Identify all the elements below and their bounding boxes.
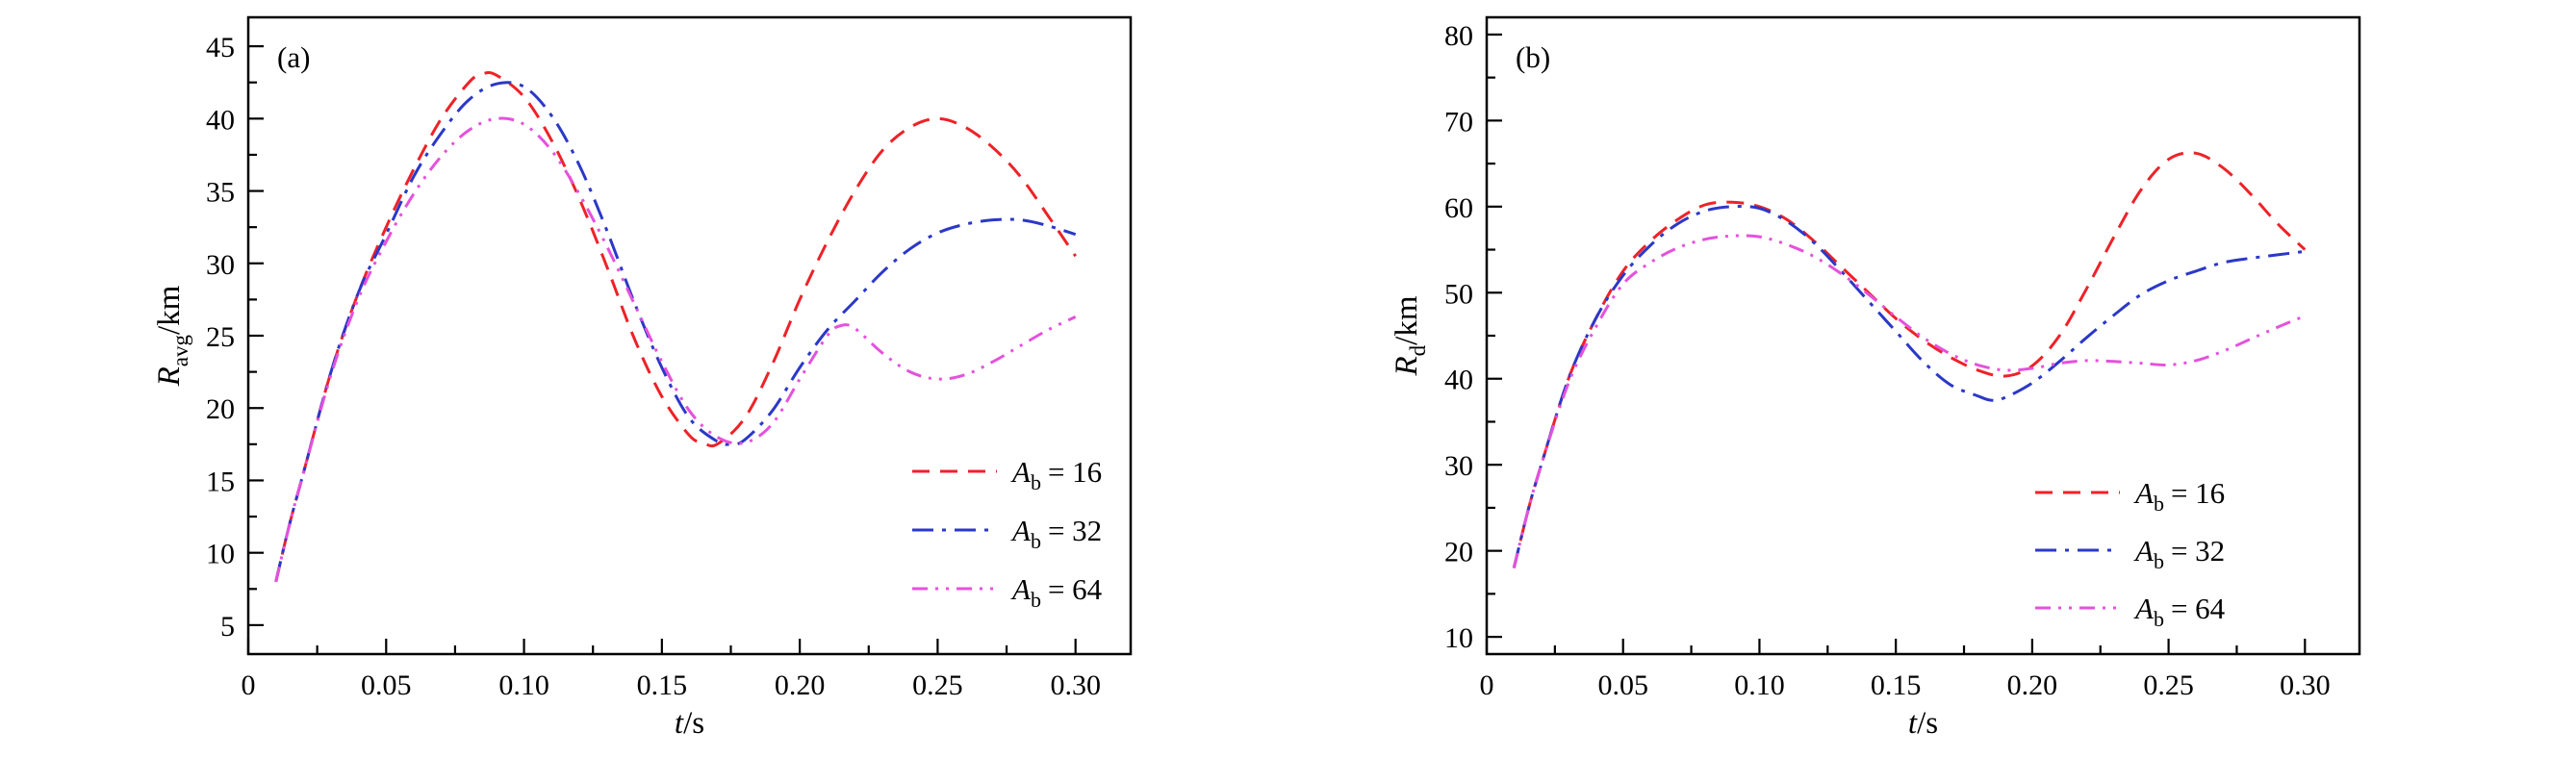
legend-label-1: Ab = 32	[1010, 514, 1102, 553]
legend-subscript: b	[2154, 549, 2164, 573]
y-tick-label: 60	[1444, 192, 1473, 224]
y-tick-label: 20	[206, 393, 235, 425]
y-tick-label: 30	[206, 249, 235, 281]
legend-label-0: Ab = 16	[1010, 455, 1102, 494]
y-tick-label: 80	[1444, 20, 1473, 52]
y-axis-variable: R	[1390, 356, 1424, 376]
legend-label-2: Ab = 64	[1010, 572, 1103, 612]
series-line-2	[274, 116, 1077, 583]
x-tick-label: 0.20	[2007, 669, 2058, 701]
x-tick-label: 0.15	[1871, 669, 1922, 701]
x-tick-label: 0.15	[637, 669, 688, 701]
series-curves	[274, 70, 1077, 583]
x-tick-label: 0.25	[2143, 669, 2194, 701]
y-tick-label: 5	[220, 611, 235, 643]
y-axis-label: Rd/km	[1390, 295, 1430, 376]
series-line-1	[1512, 205, 2306, 568]
legend-variable: A	[1010, 455, 1032, 489]
legend-label-1: Ab = 32	[2133, 534, 2225, 573]
x-tick-label: 0.10	[498, 669, 549, 701]
legend-item-2: Ab = 64	[912, 572, 1103, 612]
series-line-2	[1512, 234, 2306, 568]
y-axis-subscript: avg	[168, 334, 192, 366]
y-axis-unit: /km	[1390, 295, 1424, 345]
legend-subscript: b	[1031, 588, 1041, 612]
x-tick-label: 0	[1480, 669, 1494, 701]
legend-variable: A	[1010, 514, 1032, 547]
legend-item-2: Ab = 64	[2035, 592, 2226, 631]
y-tick-label: 35	[206, 177, 235, 209]
legend-item-1: Ab = 32	[2035, 534, 2225, 573]
y-tick-label: 45	[206, 32, 235, 63]
legend-item-0: Ab = 16	[912, 455, 1102, 494]
y-tick-label: 70	[1444, 106, 1473, 138]
x-axis-label: t/s	[1908, 706, 1938, 741]
legend-subscript: b	[1031, 470, 1041, 494]
series-line-0	[274, 70, 1077, 583]
legend-item-0: Ab = 16	[2035, 476, 2225, 516]
y-axis-subscript: d	[1406, 344, 1430, 356]
x-tick-label: 0.30	[2280, 669, 2331, 701]
axis-ticks	[246, 44, 1077, 654]
y-tick-label: 20	[1444, 537, 1473, 568]
x-tick-label: 0.10	[1734, 669, 1785, 701]
legend-value: = 16	[1048, 455, 1102, 489]
y-axis-variable: R	[152, 366, 187, 387]
y-tick-label: 40	[1444, 365, 1473, 396]
legend-value: = 64	[2171, 592, 2226, 625]
y-tick-label: 15	[206, 466, 235, 497]
y-axis-unit: /km	[152, 285, 187, 335]
x-axis-unit: /s	[1917, 706, 1938, 741]
y-tick-label: 10	[1444, 622, 1473, 654]
plot-box	[1485, 15, 2361, 656]
legend-variable: A	[2133, 476, 2155, 510]
legend-value: = 64	[1048, 572, 1103, 606]
x-axis-label: t/s	[675, 706, 704, 741]
x-axis-variable: t	[675, 706, 684, 741]
x-tick-label: 0.30	[1050, 669, 1101, 701]
legend-subscript: b	[1031, 529, 1041, 553]
legend-item-1: Ab = 32	[912, 514, 1102, 553]
x-axis-unit: /s	[683, 706, 704, 741]
y-tick-label: 50	[1444, 278, 1473, 310]
chart-panel-b: 0 0.05 0.10 0.15 0.20 0.25 0.30 10 20 30 40 50 60 70 8…	[1251, 0, 2502, 757]
x-tick-label: 0	[242, 669, 256, 701]
y-axis-label: Ravg/km	[152, 285, 192, 387]
x-axis-variable: t	[1908, 706, 1918, 741]
chart-svg: 0 0.05 0.10 0.15 0.20 0.25 0.30 10 20 30 40 50 60 70 8…	[1390, 15, 2361, 741]
y-tick-label: 30	[1444, 450, 1473, 482]
legend-variable: A	[2133, 592, 2155, 625]
chart-svg: 0 0.05 0.10 0.15 0.20 0.25 0.30 5 10 15 20 25 30 35 40…	[152, 15, 1133, 741]
x-tick-label: 0.05	[361, 669, 412, 701]
legend-value: = 16	[2171, 476, 2225, 510]
legend: Ab = 16 Ab = 32 Ab = 64	[2035, 476, 2226, 631]
legend-label-0: Ab = 16	[2133, 476, 2225, 516]
y-tick-label: 25	[206, 321, 235, 353]
legend-subscript: b	[2154, 607, 2164, 631]
legend-value: = 32	[2171, 534, 2225, 568]
legend-value: = 32	[1048, 514, 1102, 547]
legend-subscript: b	[2154, 492, 2164, 516]
panel-label: (b)	[1516, 40, 1550, 74]
plot-box	[246, 15, 1133, 656]
legend-variable: A	[2133, 534, 2155, 568]
x-tick-label: 0.20	[775, 669, 826, 701]
series-line-0	[1512, 151, 2307, 568]
x-tick-label: 0.05	[1597, 669, 1648, 701]
legend-label-2: Ab = 64	[2133, 592, 2226, 631]
series-line-1	[274, 81, 1077, 583]
y-tick-label: 10	[206, 539, 235, 570]
axis-ticks	[1485, 33, 2307, 654]
x-tick-label: 0.25	[912, 669, 963, 701]
legend: Ab = 16 Ab = 32 Ab = 64	[912, 455, 1103, 612]
panel-label: (a)	[277, 40, 310, 74]
chart-panel-a: 0 0.05 0.10 0.15 0.20 0.25 0.30 5 10 15 20 25 30 35 40…	[0, 0, 1251, 757]
series-curves	[1512, 151, 2307, 568]
y-tick-label: 40	[206, 104, 235, 136]
legend-variable: A	[1010, 572, 1032, 606]
